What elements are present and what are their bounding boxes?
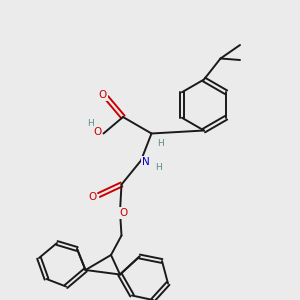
Text: O: O: [119, 208, 128, 218]
Text: N: N: [142, 157, 149, 167]
Text: H: H: [87, 119, 93, 128]
Text: O: O: [93, 127, 102, 137]
Text: H: H: [155, 164, 162, 172]
Text: H: H: [157, 140, 164, 148]
Text: O: O: [99, 90, 107, 100]
Text: O: O: [88, 191, 97, 202]
